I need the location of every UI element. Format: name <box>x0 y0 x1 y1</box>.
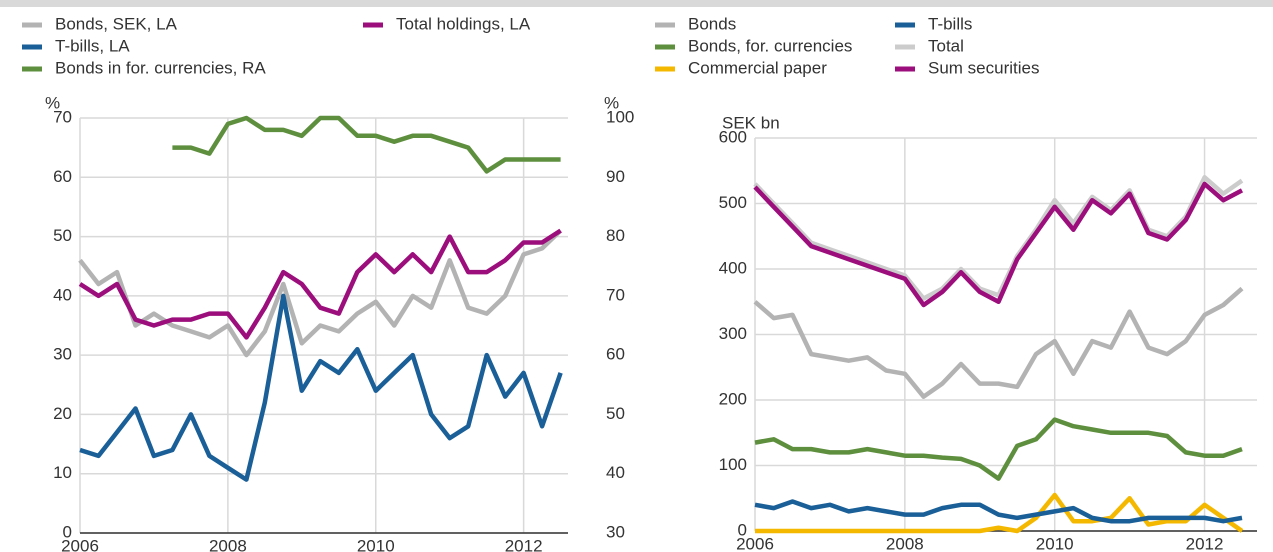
x-tick-label: 2006 <box>736 534 774 552</box>
y2-tick-label: 30 <box>606 522 625 541</box>
y2-tick-label: 40 <box>606 463 625 482</box>
y-tick-label: 10 <box>53 463 72 482</box>
legend-label: T-bills, LA <box>55 36 130 55</box>
y-tick-label: 400 <box>719 258 747 277</box>
x-tick-label: 2008 <box>886 534 924 552</box>
y-tick-label: 100 <box>719 455 747 474</box>
series-line <box>753 175 1244 301</box>
y2-tick-label: 90 <box>606 167 625 186</box>
series-line <box>79 293 563 482</box>
legend-label: Sum securities <box>928 58 1039 77</box>
legend-label: Bonds, SEK, LA <box>55 14 178 33</box>
series-line <box>78 228 563 358</box>
y-tick-label: 70 <box>53 107 72 126</box>
y-tick-label: 60 <box>53 167 72 186</box>
legend-label: Total holdings, LA <box>396 14 531 33</box>
x-tick-label: 2010 <box>357 536 395 552</box>
y-axis-label: SEK bn <box>722 113 780 132</box>
x-tick-label: 2010 <box>1036 534 1074 552</box>
legend-label: Bonds in for. currencies, RA <box>55 58 266 77</box>
y-tick-label: 200 <box>719 389 747 408</box>
y2-tick-label: 70 <box>606 285 625 304</box>
y-tick-label: 30 <box>53 345 72 364</box>
y-tick-label: 40 <box>53 285 72 304</box>
y-tick-label: 50 <box>53 226 72 245</box>
series-line <box>78 228 562 340</box>
series-line <box>753 181 1244 308</box>
series-line <box>753 286 1244 399</box>
x-tick-label: 2006 <box>61 536 99 552</box>
y2-axis-label: % <box>604 93 619 112</box>
y2-tick-label: 80 <box>606 226 625 245</box>
series-line <box>754 499 1243 524</box>
legend-label: Bonds <box>688 14 736 33</box>
y2-tick-label: 60 <box>606 345 625 364</box>
x-tick-label: 2008 <box>209 536 247 552</box>
x-tick-label: 2012 <box>1186 534 1224 552</box>
x-tick-label: 2012 <box>505 536 543 552</box>
top-band <box>0 0 1273 7</box>
series-line <box>172 115 561 174</box>
y2-tick-label: 50 <box>606 404 625 423</box>
legend-label: T-bills <box>928 14 972 33</box>
y2-tick-label: 100 <box>606 107 634 126</box>
series-line <box>755 492 1244 534</box>
y-tick-label: 20 <box>53 404 72 423</box>
y-tick-label: 0 <box>63 522 72 541</box>
y-tick-label: 500 <box>719 193 747 212</box>
legend-label: Bonds, for. currencies <box>688 36 852 55</box>
legend-label: Commercial paper <box>688 58 827 77</box>
y-tick-label: 600 <box>719 127 747 146</box>
y-tick-label: 0 <box>738 520 747 539</box>
y-axis-label: % <box>45 93 60 112</box>
legend-label: Total <box>928 36 964 55</box>
y-tick-label: 300 <box>719 324 747 343</box>
series-line <box>754 417 1243 481</box>
